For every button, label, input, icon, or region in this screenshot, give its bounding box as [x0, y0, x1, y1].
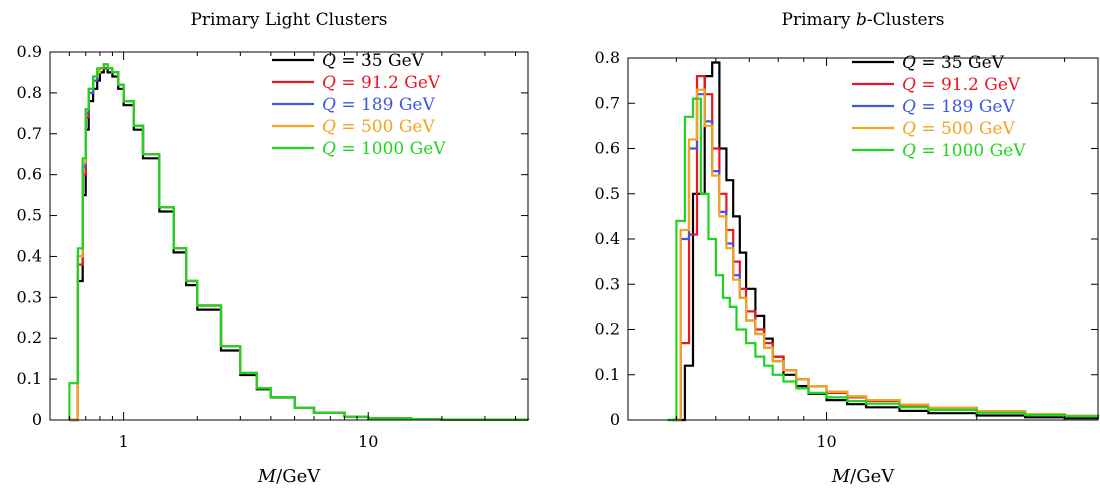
legend-label: Q = 500 GeV — [902, 119, 1015, 139]
y-tick-label: 0.4 — [17, 246, 42, 265]
plot-frame — [49, 51, 529, 421]
y-tick-label: 0.7 — [595, 93, 620, 112]
y-tick-label: 0.6 — [17, 165, 42, 184]
y-tick-label: 0.6 — [595, 139, 620, 158]
legend-label: Q = 35 GeV — [322, 51, 425, 71]
x-tick-label: 10 — [358, 432, 378, 451]
y-tick-label: 0.5 — [17, 206, 42, 225]
series-line-0 — [676, 61, 1100, 422]
y-tick-label: 0.8 — [17, 83, 42, 102]
y-tick-label: 0.1 — [595, 365, 620, 384]
legend-label: Q = 91.2 GeV — [322, 73, 441, 93]
chart-panel-1: Primary b-Clusters 0 0.1 0.2 0.3 0.4 0.5 0.6 0.7… — [595, 10, 1100, 487]
y-tick-label: 0.3 — [595, 274, 620, 293]
y-tick-label: 0.8 — [595, 48, 620, 67]
series-line-2 — [672, 93, 1100, 422]
series-line-2 — [69, 63, 530, 422]
legend-label: Q = 35 GeV — [902, 53, 1005, 73]
series-line-4 — [667, 97, 1100, 422]
legend-label: Q = 500 GeV — [322, 117, 435, 137]
y-tick-label: 0.5 — [595, 184, 620, 203]
y-tick-label: 0.9 — [17, 42, 42, 61]
x-tick-label: 1 — [119, 432, 129, 451]
chart-title: Primary b-Clusters — [782, 10, 945, 30]
y-tick-label: 0 — [32, 410, 42, 429]
x-axis-label: M/GeV — [831, 466, 896, 487]
plot-frame — [627, 57, 1099, 421]
legend-label: Q = 1000 GeV — [322, 139, 446, 159]
series-line-4 — [68, 63, 530, 421]
series-line-0 — [69, 67, 530, 422]
x-tick-label: 10 — [816, 432, 836, 451]
legend-label: Q = 1000 GeV — [902, 141, 1026, 161]
y-tick-label: 0.1 — [17, 369, 42, 388]
series-line-3 — [69, 63, 530, 422]
y-tick-label: 0.2 — [17, 328, 42, 347]
y-tick-label: 0 — [610, 410, 620, 429]
chart-panel-0: Primary Light Clusters 0 0.1 0.2 0.3 0.4 0.5 0.… — [17, 10, 530, 487]
y-tick-label: 0.3 — [17, 287, 42, 306]
y-tick-label: 0.4 — [595, 229, 620, 248]
series-line-1 — [69, 67, 530, 422]
series-line-3 — [672, 88, 1100, 422]
legend-label: Q = 91.2 GeV — [902, 75, 1021, 95]
y-tick-label: 0.2 — [595, 320, 620, 339]
legend-label: Q = 189 GeV — [322, 95, 435, 115]
chart-title: Primary Light Clusters — [190, 10, 387, 30]
x-axis-label: M/GeV — [257, 466, 322, 487]
y-tick-label: 0.7 — [17, 124, 42, 143]
legend-label: Q = 189 GeV — [902, 97, 1015, 117]
